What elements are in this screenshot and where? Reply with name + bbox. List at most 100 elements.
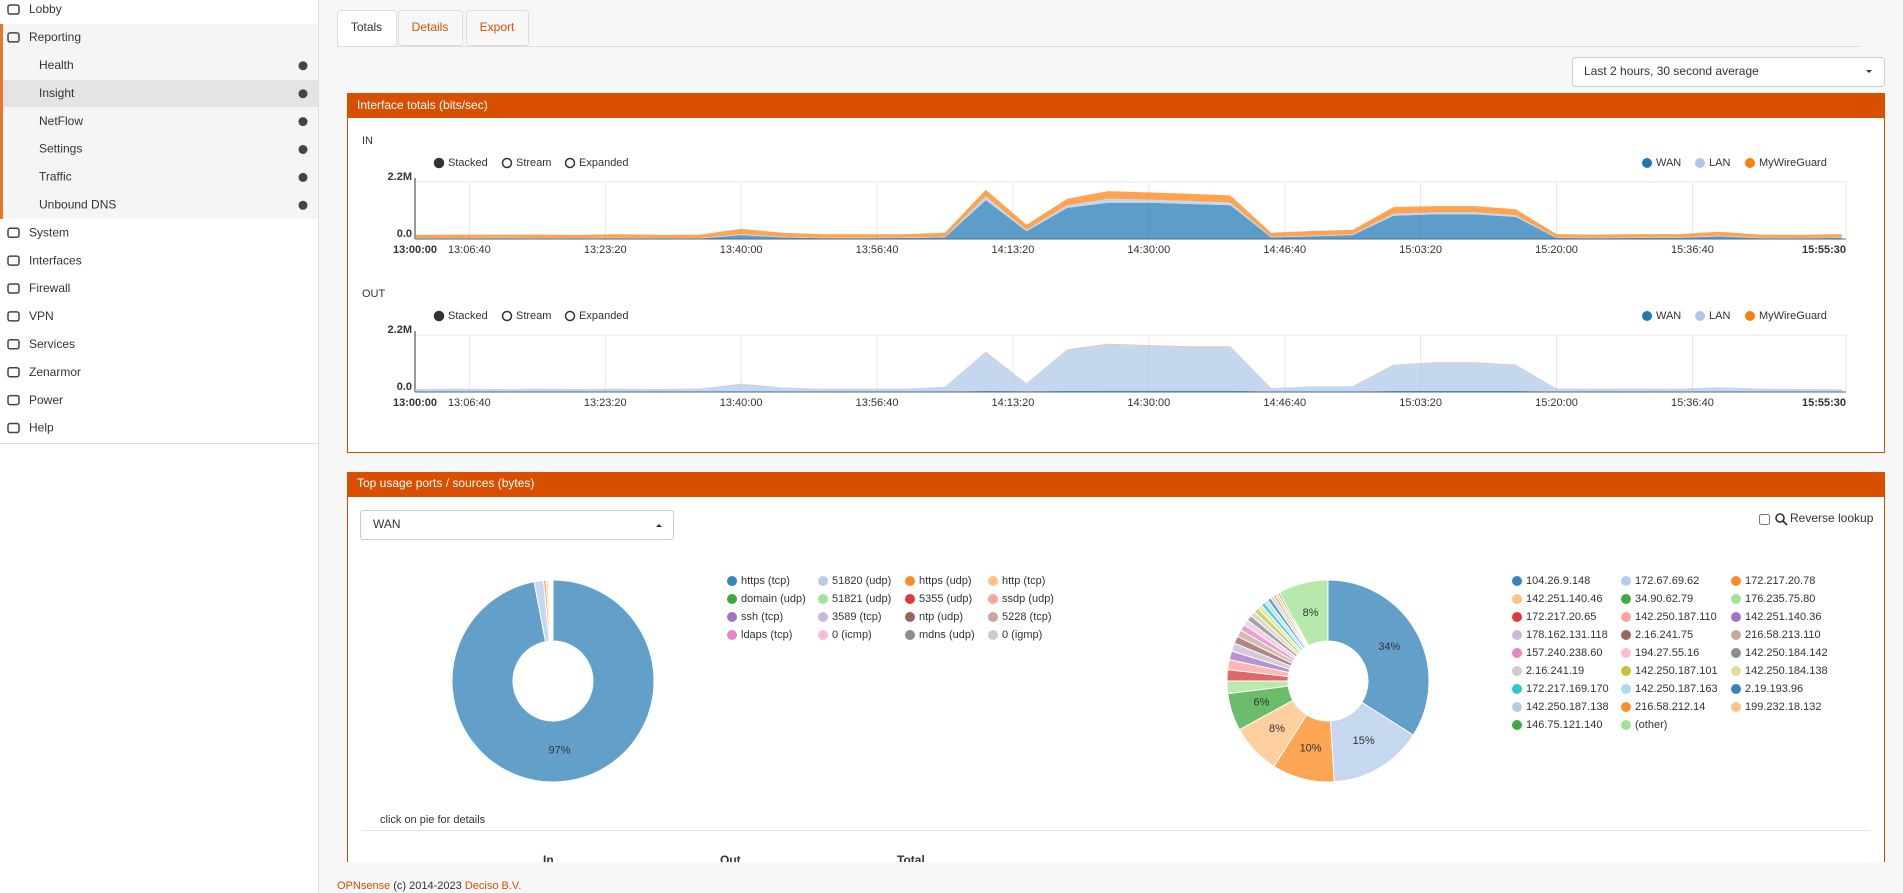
legend-label[interactable]: 104.26.9.148 — [1526, 575, 1590, 587]
legend-dot[interactable] — [727, 630, 737, 640]
legend-dot[interactable] — [1621, 594, 1631, 604]
legend-label[interactable]: https (tcp) — [741, 575, 790, 587]
legend-label[interactable]: 216.58.212.14 — [1635, 701, 1705, 713]
legend-label[interactable]: ntp (udp) — [919, 611, 963, 623]
menu-item[interactable]: Interfaces — [29, 253, 82, 267]
legend-dot[interactable] — [1512, 648, 1522, 658]
legend-label[interactable]: https (udp) — [919, 575, 972, 587]
legend-label[interactable]: 142.250.187.110 — [1635, 611, 1717, 623]
menu-subitem[interactable]: Unbound DNS — [39, 197, 116, 211]
legend-label[interactable]: 216.58.213.110 — [1745, 629, 1821, 641]
legend-dot[interactable] — [1512, 702, 1522, 712]
reverse-lookup-label[interactable]: Reverse lookup — [1790, 511, 1874, 525]
tab[interactable] — [398, 10, 463, 46]
mode-radio[interactable] — [433, 157, 445, 169]
menu-subitem[interactable]: Traffic — [39, 170, 72, 184]
legend-label[interactable]: 146.75.121.140 — [1526, 719, 1602, 731]
legend-label[interactable]: 172.217.169.170 — [1526, 683, 1609, 695]
legend-label[interactable]: 2.16.241.75 — [1635, 629, 1693, 641]
menu-subitem[interactable]: Health — [39, 58, 74, 72]
legend-dot[interactable] — [988, 612, 998, 622]
legend-dot[interactable] — [1642, 311, 1652, 321]
legend-dot[interactable] — [905, 612, 915, 622]
legend-label[interactable]: 3589 (tcp) — [832, 611, 882, 623]
legend-dot[interactable] — [727, 576, 737, 586]
mode-radio[interactable] — [564, 310, 576, 322]
legend-label[interactable]: 0 (icmp) — [832, 629, 872, 641]
legend-dot[interactable] — [1731, 684, 1741, 694]
legend-dot[interactable] — [727, 594, 737, 604]
period-select-label[interactable]: Last 2 hours, 30 second average — [1584, 64, 1759, 78]
menu-subitem[interactable]: Settings — [39, 142, 82, 156]
legend-label[interactable]: MyWireGuard — [1759, 310, 1827, 322]
menu-item[interactable]: Power — [29, 393, 63, 407]
legend-dot[interactable] — [1731, 612, 1741, 622]
legend-dot[interactable] — [818, 576, 828, 586]
legend-label[interactable]: (other) — [1635, 719, 1667, 731]
legend-dot[interactable] — [1731, 630, 1741, 640]
legend-dot[interactable] — [1621, 648, 1631, 658]
legend-label[interactable]: WAN — [1656, 157, 1681, 169]
legend-dot[interactable] — [1642, 158, 1652, 168]
legend-dot[interactable] — [1512, 576, 1522, 586]
legend-dot[interactable] — [1621, 576, 1631, 586]
legend-dot[interactable] — [1731, 576, 1741, 586]
legend-dot[interactable] — [1621, 630, 1631, 640]
legend-label[interactable]: 199.232.18.132 — [1745, 701, 1821, 713]
legend-dot[interactable] — [1621, 684, 1631, 694]
legend-dot[interactable] — [1621, 612, 1631, 622]
legend-label[interactable]: domain (udp) — [741, 593, 806, 605]
legend-label[interactable]: http (tcp) — [1002, 575, 1045, 587]
legend-label[interactable]: 5355 (udp) — [919, 593, 972, 605]
pie-slice[interactable] — [1278, 579, 1329, 647]
legend-dot[interactable] — [727, 612, 737, 622]
tab-label[interactable]: Totals — [351, 20, 382, 34]
mode-label[interactable]: Stacked — [448, 157, 488, 169]
legend-label[interactable]: WAN — [1656, 310, 1681, 322]
legend-label[interactable]: 34.90.62.79 — [1635, 593, 1693, 605]
legend-label[interactable]: 5228 (tcp) — [1002, 611, 1052, 623]
footer-company[interactable]: Deciso B.V. — [465, 880, 521, 892]
legend-label[interactable]: 142.250.187.163 — [1635, 683, 1718, 695]
legend-label[interactable]: LAN — [1709, 157, 1730, 169]
legend-dot[interactable] — [1745, 158, 1755, 168]
legend-dot[interactable] — [1512, 666, 1522, 676]
menu-item[interactable]: Firewall — [29, 281, 70, 295]
legend-dot[interactable] — [1621, 702, 1631, 712]
legend-label[interactable]: ssh (tcp) — [741, 611, 783, 623]
menu-item[interactable]: Zenarmor — [29, 365, 81, 379]
legend-label[interactable]: ssdp (udp) — [1002, 593, 1054, 605]
legend-label[interactable]: 142.251.140.46 — [1526, 593, 1602, 605]
legend-dot[interactable] — [818, 612, 828, 622]
mode-radio[interactable] — [501, 157, 513, 169]
legend-dot[interactable] — [988, 630, 998, 640]
legend-dot[interactable] — [988, 594, 998, 604]
legend-dot[interactable] — [1621, 720, 1631, 730]
mode-radio[interactable] — [564, 157, 576, 169]
legend-label[interactable]: 142.250.184.142 — [1745, 647, 1828, 659]
legend-dot[interactable] — [1512, 612, 1522, 622]
legend-dot[interactable] — [818, 594, 828, 604]
mode-label[interactable]: Stacked — [448, 310, 488, 322]
legend-label[interactable]: 172.217.20.65 — [1526, 611, 1596, 623]
mode-label[interactable]: Expanded — [579, 310, 629, 322]
legend-dot[interactable] — [905, 576, 915, 586]
legend-label[interactable]: 194.27.55.16 — [1635, 647, 1699, 659]
legend-dot[interactable] — [905, 630, 915, 640]
mode-label[interactable]: Expanded — [579, 157, 629, 169]
legend-dot[interactable] — [1731, 702, 1741, 712]
legend-dot[interactable] — [988, 576, 998, 586]
menu-item[interactable]: VPN — [29, 309, 54, 323]
legend-label[interactable]: 142.250.187.101 — [1635, 665, 1718, 677]
reverse-lookup-checkbox[interactable] — [1759, 514, 1770, 525]
pie-slice[interactable] — [451, 579, 655, 783]
legend-label[interactable]: 51820 (udp) — [832, 575, 891, 587]
legend-dot[interactable] — [1621, 666, 1631, 676]
legend-label[interactable]: mdns (udp) — [919, 629, 975, 641]
legend-label[interactable]: 178.162.131.118 — [1526, 629, 1608, 641]
legend-label[interactable]: 2.16.241.19 — [1526, 665, 1584, 677]
legend-label[interactable]: 172.217.20.78 — [1745, 575, 1815, 587]
menu-item[interactable]: Services — [29, 337, 75, 351]
mode-label[interactable]: Stream — [516, 310, 551, 322]
legend-label[interactable]: LAN — [1709, 310, 1730, 322]
